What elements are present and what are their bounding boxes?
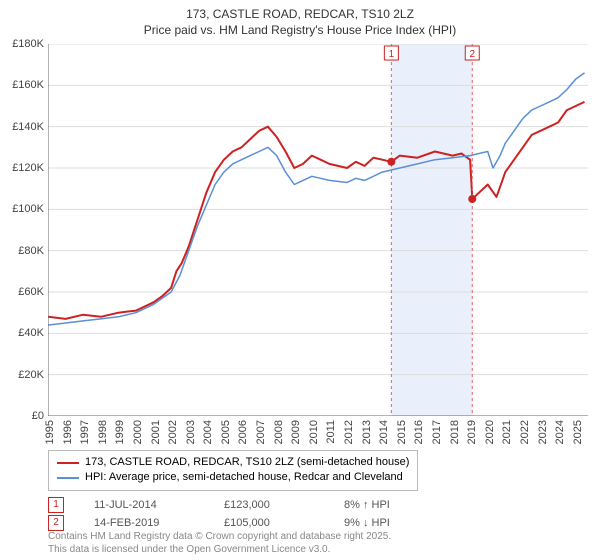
price-chart: 12£0£20K£40K£60K£80K£100K£120K£140K£160K… [48,44,588,416]
x-tick-label: 2004 [202,420,214,444]
x-tick-label: 2011 [325,420,337,444]
sale-price: £105,000 [224,517,314,529]
x-tick-label: 1995 [44,420,56,444]
x-tick-label: 2002 [167,420,179,444]
y-tick-label: £140K [12,121,48,133]
x-tick-label: 2025 [572,420,584,444]
y-tick-label: £100K [12,203,48,215]
legend-label: 173, CASTLE ROAD, REDCAR, TS10 2LZ (semi… [85,455,409,470]
x-tick-label: 2013 [361,420,373,444]
title-line1: 173, CASTLE ROAD, REDCAR, TS10 2LZ [0,6,600,22]
x-tick-label: 2012 [343,420,355,444]
legend-block: 173, CASTLE ROAD, REDCAR, TS10 2LZ (semi… [48,450,588,533]
y-tick-label: £180K [12,38,48,50]
x-tick-label: 2021 [501,420,513,444]
sale-badge: 2 [48,515,64,531]
x-tick-label: 2022 [519,420,531,444]
attribution-line2: This data is licensed under the Open Gov… [48,543,391,556]
x-tick-label: 2016 [413,420,425,444]
x-tick-label: 2006 [237,420,249,444]
attribution: Contains HM Land Registry data © Crown c… [48,530,391,556]
sale-price: £123,000 [224,499,314,511]
legend-row: HPI: Average price, semi-detached house,… [57,470,409,485]
sale-delta: 9% ↓ HPI [344,517,390,529]
legend-label: HPI: Average price, semi-detached house,… [85,470,403,485]
y-tick-label: £120K [12,162,48,174]
sale-row: 2 14-FEB-2019 £105,000 9% ↓ HPI [48,515,588,531]
x-tick-label: 1997 [79,420,91,444]
x-tick-label: 2020 [484,420,496,444]
x-tick-label: 2005 [220,420,232,444]
x-tick-label: 2018 [449,420,461,444]
sale-badge: 1 [48,497,64,513]
svg-text:1: 1 [389,49,395,60]
x-tick-label: 2015 [396,420,408,444]
x-tick-label: 2003 [185,420,197,444]
y-tick-label: £60K [18,286,48,298]
legend-box: 173, CASTLE ROAD, REDCAR, TS10 2LZ (semi… [48,450,418,491]
x-tick-label: 2024 [554,420,566,444]
x-tick-label: 2000 [132,420,144,444]
y-tick-label: £20K [18,369,48,381]
sale-delta: 8% ↑ HPI [344,499,390,511]
x-tick-label: 2001 [150,420,162,444]
x-tick-label: 2017 [431,420,443,444]
y-tick-label: £80K [18,245,48,257]
x-tick-label: 2023 [537,420,549,444]
x-tick-label: 2007 [255,420,267,444]
x-tick-label: 2009 [290,420,302,444]
chart-title: 173, CASTLE ROAD, REDCAR, TS10 2LZ Price… [0,0,600,38]
sales-table: 1 11-JUL-2014 £123,000 8% ↑ HPI 2 14-FEB-2019… [48,497,588,531]
legend-swatch [57,462,79,464]
y-tick-label: £40K [18,327,48,339]
sale-date: 14-FEB-2019 [94,517,194,529]
sale-row: 1 11-JUL-2014 £123,000 8% ↑ HPI [48,497,588,513]
x-tick-label: 2008 [273,420,285,444]
title-line2: Price paid vs. HM Land Registry's House … [0,22,600,38]
y-tick-label: £160K [12,79,48,91]
x-tick-label: 2010 [308,420,320,444]
x-tick-label: 2019 [466,420,478,444]
svg-text:2: 2 [469,49,475,60]
sale-date: 11-JUL-2014 [94,499,194,511]
x-tick-label: 2014 [378,420,390,444]
legend-swatch [57,477,79,479]
x-tick-label: 1996 [62,420,74,444]
x-tick-label: 1998 [97,420,109,444]
attribution-line1: Contains HM Land Registry data © Crown c… [48,530,391,543]
legend-row: 173, CASTLE ROAD, REDCAR, TS10 2LZ (semi… [57,455,409,470]
x-tick-label: 1999 [114,420,126,444]
